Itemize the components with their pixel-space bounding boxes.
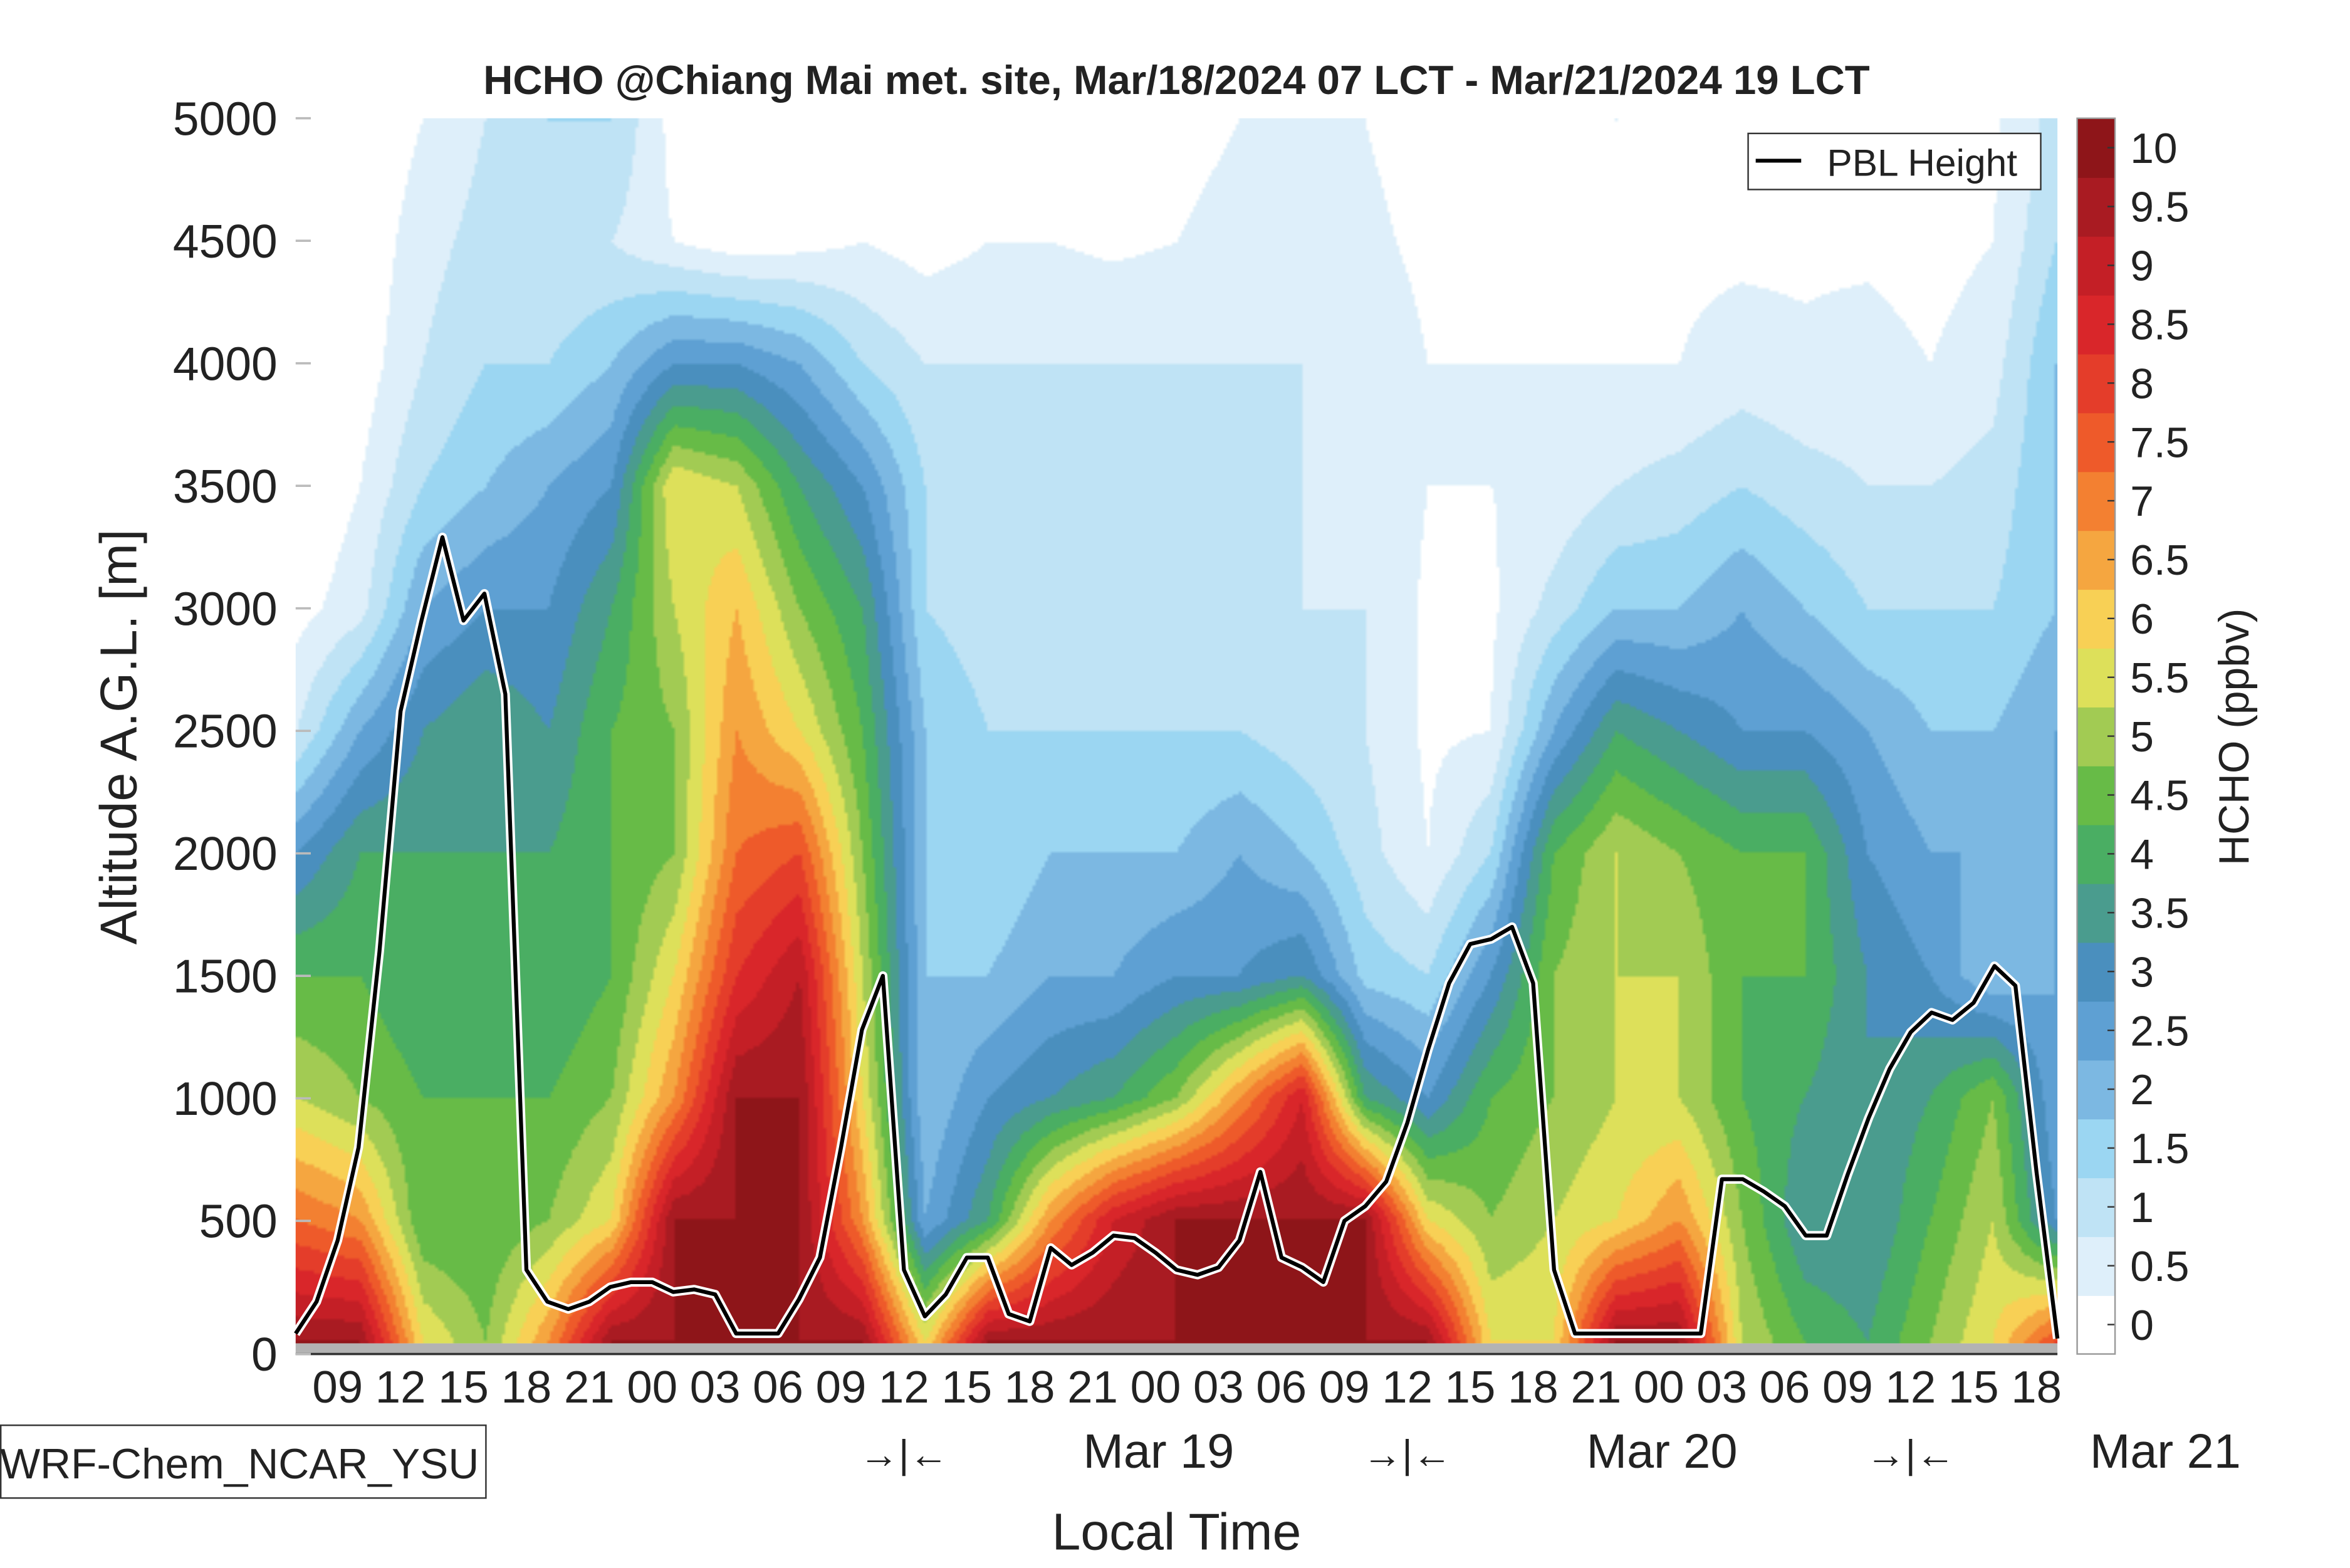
x-tick-label: 18 [1508, 1362, 1559, 1413]
colorbar-tick-label: 5.5 [2130, 655, 2189, 702]
colorbar: 0 0.5 1 1.5 2 2.5 3 3.5 4 4.5 5 5.5 6 6.5 7 7.5 8 8.5 9 9.5… [2077, 118, 2190, 1355]
colorbar-tick-label: 0.5 [2130, 1243, 2189, 1290]
chart-title: HCHO @Chiang Mai met. site, Mar/18/2024 … [483, 57, 1870, 103]
x-tick-label: 09 [1822, 1362, 1873, 1413]
x-tick-label: 21 [564, 1362, 615, 1413]
model-label-box: WRF-Chem_NCAR_YSU [0, 1425, 486, 1498]
colorbar-tick-label: 3.5 [2130, 891, 2189, 938]
colorbar-tick-label: 1 [2130, 1184, 2154, 1231]
x-axis-label: Local Time [1052, 1504, 1302, 1561]
x-tick-label: 03 [690, 1362, 741, 1413]
x-tick-label: 06 [1760, 1362, 1810, 1413]
colorbar-tick-label: 4.5 [2130, 773, 2189, 820]
x-tick-label: 12 [1382, 1362, 1433, 1413]
x-tick-label: 09 [312, 1362, 363, 1413]
x-tick-label: 12 [879, 1362, 929, 1413]
colorbar-tick-label: 1.5 [2130, 1126, 2189, 1173]
colorbar-tick-label: 8.5 [2130, 302, 2189, 349]
y-tick-label: 2500 [173, 705, 278, 758]
colorbar-tick-label: 10 [2130, 125, 2177, 172]
x-tick-label: 15 [1948, 1362, 1999, 1413]
day-label: Mar 21 [2090, 1424, 2241, 1478]
y-axis-label: Altitude A.G.L. [m] [91, 529, 148, 944]
colorbar-tick-label: 4 [2130, 832, 2154, 879]
pbl-line [296, 537, 2057, 1339]
y-tick-label: 5000 [173, 92, 278, 145]
colorbar-tick-label: 7.5 [2130, 419, 2189, 466]
y-tick-label: 4500 [173, 215, 278, 268]
ground-band [296, 1344, 2057, 1354]
y-axis-ticks: 0 500 1000 1500 2000 2500 3000 3500 4000 4500 5000 [173, 92, 311, 1381]
x-tick-label: 00 [1131, 1362, 1181, 1413]
x-tick-label: 00 [627, 1362, 677, 1413]
legend: PBL Height [1748, 133, 2041, 190]
day-labels: →|← Mar 19 →|← Mar 20 →|← Mar 21 [859, 1424, 2240, 1478]
x-tick-label: 18 [2011, 1362, 2062, 1413]
colorbar-label: HCHO (ppbv) [2211, 609, 2258, 865]
day-boundary-arrow: →|← [1363, 1433, 1452, 1477]
y-tick-label: 1000 [173, 1072, 278, 1125]
model-label: WRF-Chem_NCAR_YSU [0, 1441, 479, 1488]
y-tick-label: 3500 [173, 460, 278, 513]
day-label: Mar 20 [1587, 1424, 1738, 1478]
colorbar-tick-label: 5 [2130, 714, 2154, 761]
x-tick-label: 00 [1634, 1362, 1684, 1413]
colorbar-tick-label: 7 [2130, 478, 2154, 525]
y-tick-label: 500 [199, 1195, 278, 1248]
y-tick-label: 2000 [173, 827, 278, 880]
x-tick-label: 12 [1885, 1362, 1936, 1413]
x-tick-label: 06 [753, 1362, 803, 1413]
colorbar-tick-label: 9 [2130, 243, 2154, 290]
colorbar-tick-label: 2.5 [2130, 1008, 2189, 1055]
colorbar-tick-label: 0 [2130, 1302, 2154, 1349]
day-boundary-arrow: →|← [859, 1433, 948, 1477]
colorbar-tick-label: 2 [2130, 1067, 2154, 1114]
day-label: Mar 19 [1083, 1424, 1234, 1478]
colorbar-tick-label: 8 [2130, 360, 2154, 407]
colorbar-tick-label: 3 [2130, 949, 2154, 996]
legend-pbl-label: PBL Height [1827, 142, 2017, 184]
x-tick-label: 15 [1445, 1362, 1496, 1413]
colorbar-tick-label: 9.5 [2130, 184, 2189, 231]
x-tick-label: 12 [375, 1362, 426, 1413]
x-tick-label: 15 [438, 1362, 489, 1413]
x-tick-label: 18 [501, 1362, 552, 1413]
y-tick-label: 1500 [173, 950, 278, 1003]
x-tick-label: 06 [1256, 1362, 1307, 1413]
x-tick-label: 21 [1067, 1362, 1118, 1413]
x-tick-label: 03 [1696, 1362, 1747, 1413]
x-tick-label: 15 [941, 1362, 992, 1413]
pbl-height-line [296, 537, 2057, 1339]
x-tick-label: 03 [1193, 1362, 1244, 1413]
y-tick-label: 0 [251, 1328, 278, 1381]
colorbar-tick-label: 6 [2130, 596, 2154, 643]
x-tick-label: 09 [816, 1362, 867, 1413]
x-tick-label: 18 [1005, 1362, 1055, 1413]
x-tick-label: 09 [1319, 1362, 1370, 1413]
day-boundary-arrow: →|← [1866, 1433, 1955, 1477]
y-tick-label: 4000 [173, 337, 278, 390]
colorbar-tick-label: 6.5 [2130, 537, 2189, 584]
x-tick-label: 21 [1570, 1362, 1621, 1413]
y-tick-label: 3000 [173, 582, 278, 635]
